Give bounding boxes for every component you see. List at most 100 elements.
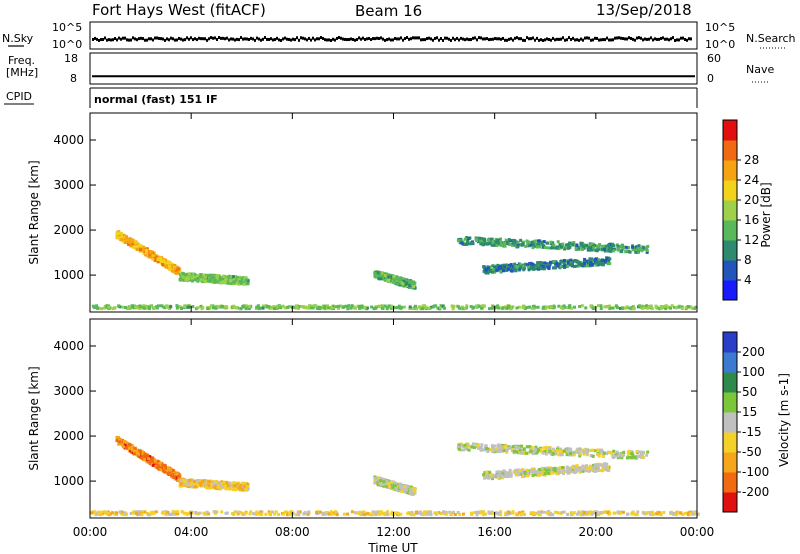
data-cell: [479, 242, 483, 246]
data-cell: [257, 512, 261, 516]
data-cell: [596, 261, 600, 265]
data-cell: [408, 280, 412, 284]
noise-mark: [290, 38, 292, 42]
noise-mark: [662, 36, 664, 40]
data-cell: [135, 449, 139, 453]
data-cell: [628, 455, 632, 459]
data-cell: [242, 484, 246, 488]
data-cell: [346, 512, 350, 516]
data-cell: [568, 467, 572, 471]
data-cell: [300, 305, 304, 309]
data-cell: [630, 452, 634, 456]
data-cell: [145, 247, 149, 251]
data-cell: [590, 262, 594, 266]
data-cell: [125, 235, 129, 239]
data-cell: [395, 488, 399, 492]
data-cell: [121, 445, 125, 449]
cpid-label: CPID: [6, 90, 32, 103]
data-cell: [391, 485, 395, 489]
noise-mark: [424, 38, 426, 42]
data-cell: [159, 257, 163, 261]
data-cell: [552, 304, 556, 308]
data-cell: [489, 448, 493, 452]
data-cell: [603, 510, 607, 514]
data-cell: [569, 452, 573, 456]
noise-mark: [580, 37, 582, 41]
data-cell: [496, 476, 500, 480]
noise-mark: [266, 37, 268, 41]
data-cell: [124, 512, 128, 516]
data-cell: [529, 449, 533, 453]
data-cell: [591, 454, 595, 458]
data-cell: [551, 306, 555, 310]
noise-mark: [172, 37, 174, 41]
data-cell: [572, 453, 576, 457]
date-label: 13/Sep/2018: [596, 1, 692, 19]
data-cell: [106, 511, 110, 515]
data-cell: [598, 511, 602, 515]
data-cell: [116, 231, 120, 235]
data-cell: [509, 307, 513, 311]
noise-mark: [544, 38, 546, 42]
data-cell: [545, 305, 549, 309]
data-cell: [627, 451, 631, 455]
data-cell: [550, 471, 554, 475]
data-cell: [201, 275, 205, 279]
data-cell: [559, 470, 563, 474]
data-cell: [109, 512, 113, 516]
data-cell: [460, 307, 464, 311]
noise-mark: [298, 38, 300, 42]
data-cell: [588, 257, 592, 261]
data-cell: [576, 447, 580, 451]
data-cell: [477, 446, 481, 450]
data-cell: [135, 247, 139, 251]
data-cell: [389, 480, 393, 484]
data-cell: [522, 447, 526, 451]
data-cell: [581, 448, 585, 452]
data-cell: [482, 237, 486, 241]
data-cell: [474, 442, 478, 446]
data-cell: [198, 479, 202, 483]
noise-mark: [156, 36, 158, 40]
data-cell: [646, 450, 650, 454]
data-cell: [514, 446, 518, 450]
noise-mark: [378, 36, 380, 40]
data-cell: [137, 512, 141, 516]
data-cell: [626, 512, 630, 516]
data-cell: [457, 305, 461, 309]
data-cell: [573, 265, 577, 269]
data-cell: [489, 475, 493, 479]
data-cell: [139, 244, 143, 248]
power-colorbar-swatch: [723, 180, 737, 201]
data-cell: [238, 275, 242, 279]
data-cell: [356, 511, 360, 515]
data-cell: [248, 512, 252, 516]
data-cell: [389, 277, 393, 281]
noise-mark: [162, 37, 164, 41]
data-cell: [190, 481, 194, 485]
data-cell: [156, 464, 160, 468]
data-cell: [404, 486, 408, 490]
noise-mark: [250, 36, 252, 40]
data-cell: [617, 454, 621, 458]
data-cell: [506, 512, 510, 516]
data-cell: [467, 448, 471, 452]
noise-mark: [524, 38, 526, 42]
data-cell: [139, 248, 143, 252]
data-cell: [581, 513, 585, 517]
velocity-colorbar-swatch: [723, 412, 737, 433]
noise-mark: [414, 36, 416, 40]
data-cell: [233, 481, 237, 485]
data-cell: [212, 510, 216, 514]
data-cell: [554, 452, 558, 456]
data-cell: [539, 242, 543, 246]
data-cell: [360, 304, 364, 308]
data-cell: [621, 247, 625, 251]
data-cell: [390, 510, 394, 514]
noise-mark: [94, 36, 96, 40]
data-cell: [516, 446, 520, 450]
data-cell: [562, 245, 566, 249]
data-cell: [574, 264, 578, 268]
data-cell: [505, 306, 509, 310]
data-cell: [210, 276, 214, 280]
